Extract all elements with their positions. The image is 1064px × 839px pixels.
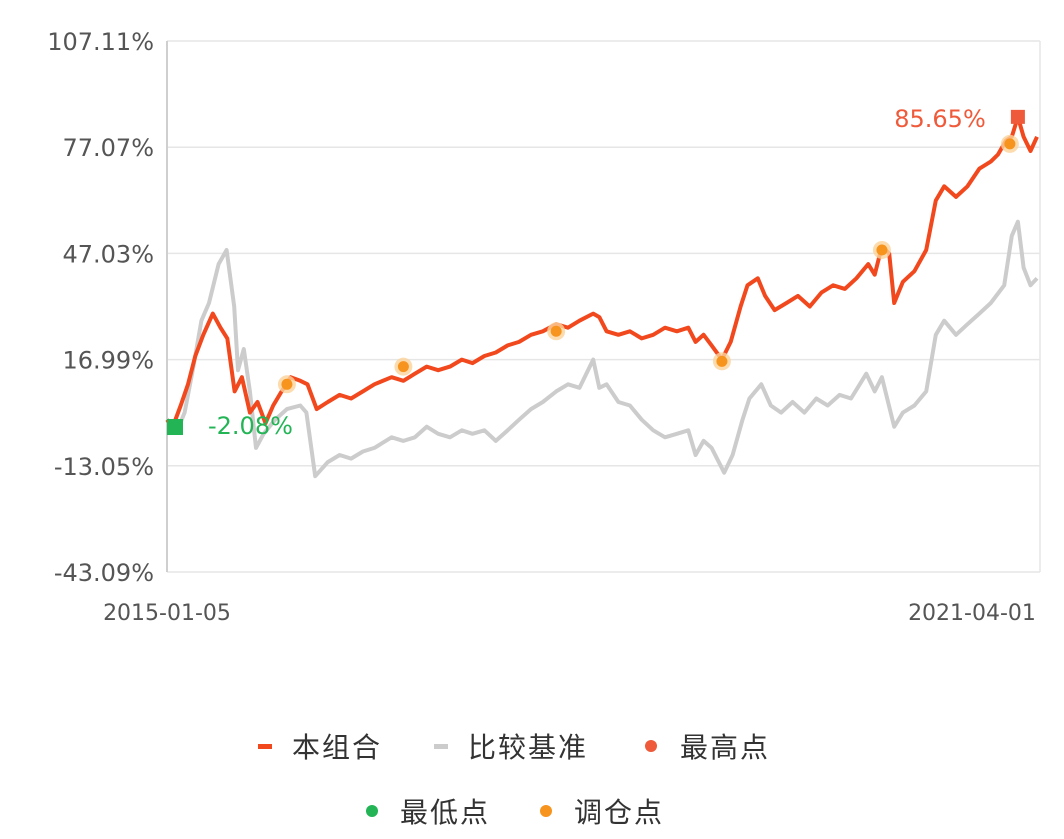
- legend-item-benchmark[interactable]: 比较基准: [434, 731, 588, 764]
- rebalance-point[interactable]: [1004, 138, 1016, 150]
- legend-max-label: 最高点: [680, 731, 770, 764]
- rebalance-point[interactable]: [281, 378, 293, 390]
- annotation-layer: 85.65% -2.08%: [208, 105, 986, 440]
- rebalance-point[interactable]: [876, 244, 888, 256]
- x-tick-label-end: 2021-04-01: [908, 601, 1036, 626]
- series-line-portfolio: [165, 114, 1039, 429]
- legend-max-dot: [645, 740, 657, 752]
- rebalance-point[interactable]: [397, 361, 409, 373]
- min-point-label: -2.08%: [208, 412, 293, 440]
- legend-item-max[interactable]: 最高点: [645, 731, 770, 764]
- y-tick-label: 16.99%: [62, 347, 154, 375]
- min-point-marker[interactable]: [167, 419, 183, 436]
- legend-benchmark-label: 比较基准: [468, 731, 588, 764]
- legend-portfolio-label: 本组合: [292, 731, 382, 764]
- legend-rebalance-label: 调仓点: [574, 796, 664, 829]
- rebalance-point[interactable]: [716, 355, 728, 367]
- y-tick-label: 107.11%: [47, 28, 154, 56]
- legend-rebalance-dot: [540, 805, 552, 817]
- axis-layer: 107.11% 77.07% 47.03% 16.99% -13.05% -43.09% 2…: [47, 28, 1041, 626]
- y-tick-label: 77.07%: [62, 134, 154, 162]
- y-tick-label: 47.03%: [62, 240, 154, 268]
- y-tick-label: -13.05%: [54, 453, 154, 481]
- marker-layer: [167, 109, 1025, 436]
- rebalance-point[interactable]: [550, 325, 562, 337]
- legend: 本组合 比较基准 最高点 最低点 调仓点: [258, 731, 770, 829]
- legend-min-dot: [366, 805, 378, 817]
- legend-item-min[interactable]: 最低点: [366, 796, 490, 829]
- legend-item-rebalance[interactable]: 调仓点: [540, 796, 664, 829]
- y-tick-label: -43.09%: [54, 559, 154, 587]
- legend-benchmark-swatch: [434, 744, 448, 749]
- x-tick-label-start: 2015-01-05: [103, 601, 231, 626]
- series-line-benchmark: [165, 219, 1039, 479]
- legend-item-portfolio[interactable]: 本组合: [258, 731, 382, 764]
- legend-min-label: 最低点: [400, 796, 490, 829]
- max-point-label: 85.65%: [894, 105, 986, 133]
- max-point-marker[interactable]: [1010, 109, 1025, 124]
- series-layer: [165, 114, 1039, 479]
- legend-portfolio-swatch: [258, 744, 272, 749]
